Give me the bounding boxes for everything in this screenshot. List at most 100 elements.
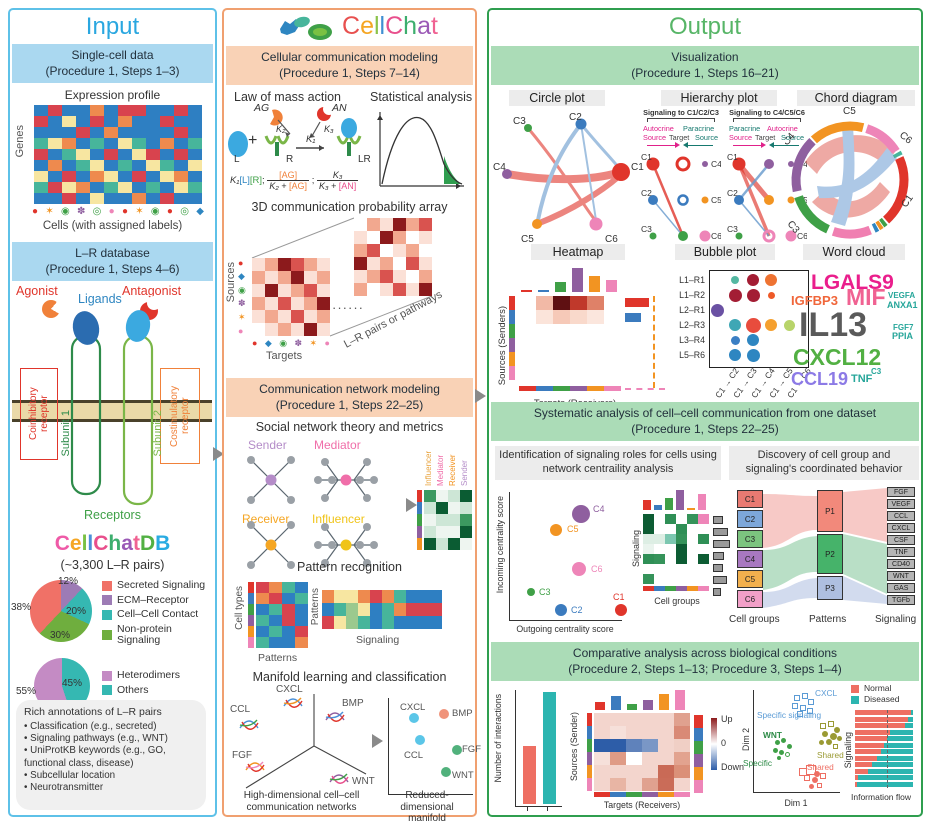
modeling-line2: (Procedure 1, Steps 7–14) [279,65,420,80]
viz-line2: (Procedure 1, Steps 16–21) [631,65,779,80]
legend-normal: Normal [864,683,892,693]
receptors-label: Receptors [84,508,141,522]
membrane [12,400,212,422]
cellchat-wordmark: CellChat [342,12,438,40]
array3d-frame-lines [251,217,433,337]
input-title: Input [85,13,140,40]
specific-label: Specific [743,758,773,768]
manifold-title: Manifold learning and classification [252,670,447,684]
colorbar-zero: 0 [721,738,727,748]
bmp-3d-label: BMP [342,698,364,709]
hierarchy-plot-label: Hierarchy plot [661,90,777,106]
influencer-label: Influencer [312,512,365,526]
classification-pie [30,580,92,642]
centrality-ylabel: Incoming centrality score [495,496,505,594]
diff-right-strip [694,715,703,793]
diff-ylabel: Sources (Sender) [569,712,579,781]
agonist-icon [42,300,60,318]
targets-axis-label: Targets [266,350,303,362]
diff-xlabel: Targets (Receivers) [603,800,681,810]
receptor-diagram [70,310,154,506]
arrow-input-to-cellchat [213,447,224,461]
sender-label: Sender [248,438,287,452]
svg-text:C6: C6 [797,231,807,241]
systematic-banner: Systematic analysis of cell–cell communi… [491,402,919,442]
patterns-axis-right: Patterns [310,588,321,626]
role-col-influencer: Influencer [424,450,433,486]
output-title: Output [668,13,742,40]
centrality-scatter: Incoming centrality score C4 C5 C6 C3 C2… [495,488,627,638]
heatmap-top-bars [521,266,617,292]
caption-manifold: Reduced-dimensional manifold [400,790,454,821]
updown-colorbar [711,718,717,770]
hierarchy-plot: Signaling to C1/C2/C3 Autocrine Paracrin… [641,108,807,243]
heatmap-grid [519,296,621,380]
array3d-title: 3D communication probability array [251,200,448,214]
k1-label: K₁ [306,134,316,145]
legend-heterodimers: Heterodimers [117,669,181,681]
alluvial-xl1: Cell groups [729,614,780,625]
interactions-barchart: Number of interactions [493,688,563,818]
pie1-legend: Secreted Signaling ECM–Receptor Cell–Cel… [102,579,212,650]
plus-sign: + [248,132,258,149]
array3d-back-heatmap [354,218,432,296]
cellchat-panel: CellChat Cellular communication modeling… [222,8,481,821]
diff-col-strip [594,792,690,797]
sender-node [265,474,277,486]
targets-icons: ● ◆ ◉ ✽ ✶ ● [252,338,330,348]
k3-label: K₃ [324,124,334,134]
svg-text:C3: C3 [641,224,652,234]
annotation-bullet: • UniProtKB keywords (e.g., GO, function… [24,745,166,769]
heatmap-label: Heatmap [531,244,625,260]
lr-db-line1: L–R database [75,246,150,260]
array3d-front-heatmap [252,258,330,336]
fgf-2d-label: FGF [462,744,481,755]
ligand-L-label: L [234,154,240,165]
comparative-banner: Comparative analysis across biological c… [491,642,919,682]
role-heatmap-rowstrip [417,490,422,550]
receptor-R-label: R [286,154,294,165]
hier-right-bracket [733,118,801,122]
svg-text:C1: C1 [727,152,738,162]
cellchatdb-title: CellChatDB [54,532,171,555]
alluvial-xl3: Signaling [875,614,917,625]
alluvial-xl2: Patterns [809,614,847,625]
pie2-55: 55% [16,686,37,697]
role-col-sender: Sender [460,460,469,486]
ag-label: AG [254,102,270,114]
comparative-line1: Comparative analysis across biological c… [572,646,838,660]
bmp-2d-label: BMP [452,708,473,719]
svg-text:C1: C1 [641,152,652,162]
joint-manifold-scatter: Dim 2 CXCL Specific signaling WNT Specif… [741,688,844,818]
flow-xlabel: Information flow [851,792,911,802]
pattern-left-heatmap [256,582,308,648]
svg-text:C6: C6 [605,234,618,245]
autocrine-label: Autocrine [643,124,674,133]
subunit2-label: Subunit 2 [152,410,164,457]
svg-text:C6: C6 [711,231,721,241]
svg-text:C5: C5 [843,106,856,117]
svg-text:C2: C2 [641,188,652,198]
svg-text:C4: C4 [785,131,798,148]
bubble-frame [709,270,809,368]
social-network-title: Social network theory and metrics [255,420,444,434]
pie2-45: 45% [62,678,83,689]
cxcl-2d-label: CXCL [400,702,426,713]
arrow-to-manifold [372,734,383,748]
svg-text:C2: C2 [727,188,738,198]
annotation-bullet: • Signaling pathways (e.g., WNT) [24,733,168,745]
antagonist-label: Antagonist [122,284,182,298]
law-of-mass-action-title: Law of mass action [234,90,341,104]
receiver-node [265,539,277,551]
patterns-axis-left: Patterns [258,652,298,664]
differential-heatmap: Sources (Sender) Targets (Receivers) Up … [567,688,744,820]
annotations-title: Rich annotations of L–R pairs [24,706,162,718]
role-heatmap [424,490,472,550]
comparative-line2: (Procedure 2, Steps 1–13; Procedure 3, S… [568,661,842,676]
chord-diagram: C5 C6 C1 C2 C3 C4 [785,106,915,255]
cells-axis-label: Cells (with assigned labels) [42,220,183,232]
pie1-20: 20% [66,606,87,617]
heatmap-dashed-hline [625,388,665,390]
flow-dashed-line [887,710,888,788]
information-flow-chart: Normal Diseased Signaling Information fl… [843,683,919,818]
